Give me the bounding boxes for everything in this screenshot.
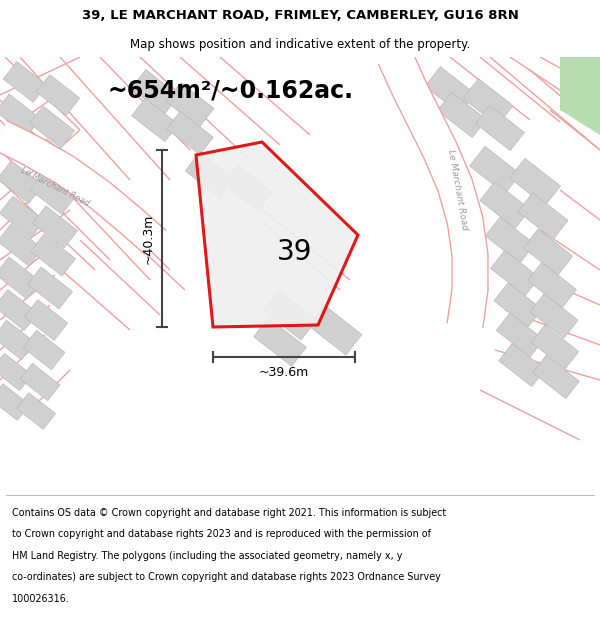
Bar: [20, 363, 60, 401]
Bar: [476, 106, 524, 151]
Text: ~654m²/~0.162ac.: ~654m²/~0.162ac.: [107, 78, 353, 102]
Bar: [32, 206, 77, 248]
Bar: [531, 325, 579, 369]
Bar: [28, 267, 73, 309]
Polygon shape: [196, 142, 358, 327]
Bar: [533, 356, 580, 399]
Bar: [167, 111, 214, 154]
Bar: [0, 127, 45, 169]
Text: ~40.3m: ~40.3m: [142, 213, 155, 264]
Bar: [23, 330, 65, 370]
Text: ~39.6m: ~39.6m: [259, 366, 309, 379]
Bar: [223, 165, 273, 211]
Text: Le Marchant Road: Le Marchant Road: [19, 166, 91, 208]
Bar: [518, 192, 568, 239]
Text: HM Land Registry. The polygons (including the associated geometry, namely x, y: HM Land Registry. The polygons (includin…: [12, 551, 403, 561]
Polygon shape: [560, 57, 600, 135]
Bar: [36, 74, 80, 116]
Bar: [0, 257, 41, 299]
Bar: [0, 384, 29, 421]
Text: Le Marchant Road: Le Marchant Road: [446, 149, 470, 231]
Bar: [0, 320, 35, 360]
Text: Contains OS data © Crown copyright and database right 2021. This information is : Contains OS data © Crown copyright and d…: [12, 508, 446, 518]
Text: to Crown copyright and database rights 2023 and is reproduced with the permissio: to Crown copyright and database rights 2…: [12, 529, 431, 539]
Bar: [485, 217, 535, 263]
Text: 39, LE MARCHANT ROAD, FRIMLEY, CAMBERLEY, GU16 8RN: 39, LE MARCHANT ROAD, FRIMLEY, CAMBERLEY…: [82, 9, 518, 22]
Bar: [527, 262, 577, 308]
Bar: [32, 139, 78, 181]
Bar: [523, 229, 573, 275]
Bar: [496, 313, 544, 357]
Text: 100026316.: 100026316.: [12, 594, 70, 604]
Bar: [263, 290, 317, 340]
Bar: [494, 282, 542, 328]
Bar: [254, 318, 307, 366]
Bar: [0, 353, 32, 391]
Bar: [308, 305, 362, 355]
Bar: [470, 146, 520, 194]
Bar: [166, 82, 214, 127]
Bar: [0, 289, 38, 331]
Bar: [3, 62, 47, 102]
Bar: [30, 172, 76, 214]
Bar: [509, 158, 560, 206]
Bar: [425, 67, 475, 113]
Bar: [24, 299, 68, 341]
Bar: [0, 94, 41, 136]
Bar: [480, 182, 530, 228]
Bar: [0, 161, 43, 203]
Bar: [499, 343, 545, 387]
Bar: [530, 294, 578, 338]
Polygon shape: [0, 121, 166, 254]
Bar: [491, 251, 539, 296]
Polygon shape: [379, 49, 488, 328]
Bar: [31, 234, 76, 276]
Bar: [463, 79, 513, 126]
Bar: [0, 196, 44, 238]
Bar: [131, 69, 179, 114]
Bar: [131, 98, 178, 142]
Bar: [185, 152, 235, 198]
Bar: [16, 392, 56, 429]
Bar: [0, 224, 43, 266]
Text: 39: 39: [277, 238, 312, 266]
Bar: [29, 106, 74, 148]
Text: co-ordinates) are subject to Crown copyright and database rights 2023 Ordnance S: co-ordinates) are subject to Crown copyr…: [12, 572, 441, 582]
Bar: [437, 92, 487, 138]
Text: Map shows position and indicative extent of the property.: Map shows position and indicative extent…: [130, 38, 470, 51]
